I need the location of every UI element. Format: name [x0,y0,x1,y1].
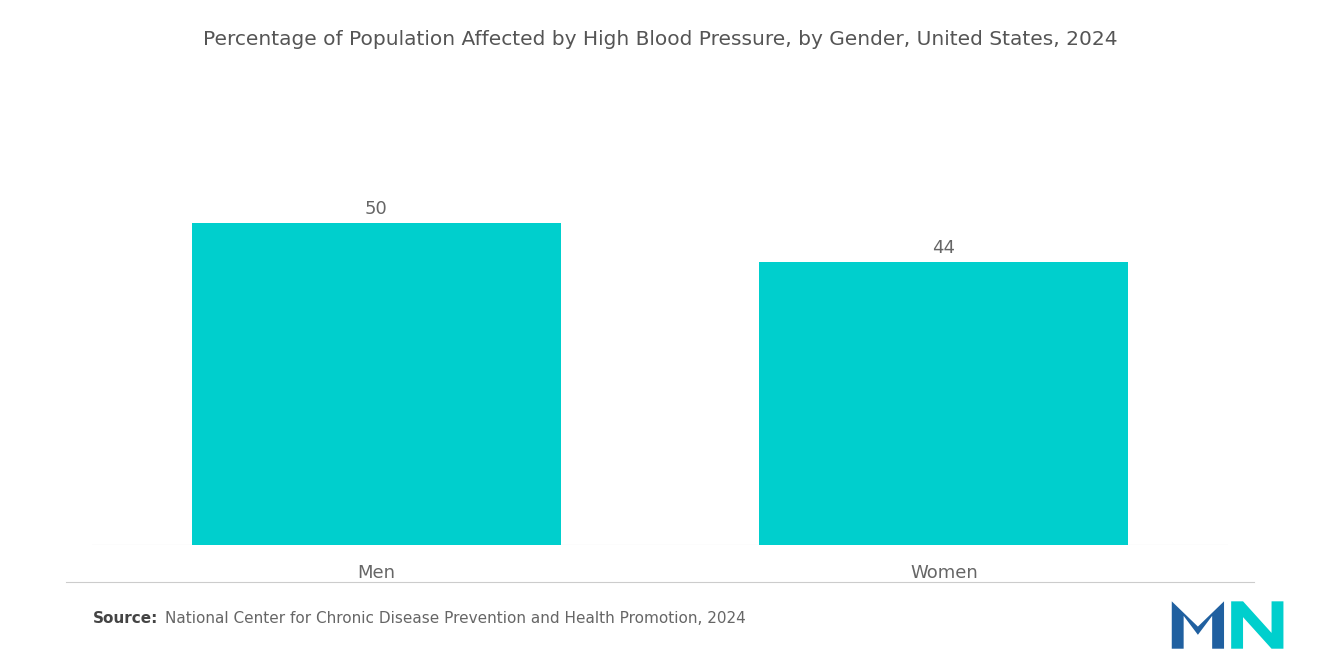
Text: Percentage of Population Affected by High Blood Pressure, by Gender, United Stat: Percentage of Population Affected by Hig… [203,30,1117,49]
Bar [191,223,561,545]
Polygon shape [1232,601,1283,649]
Polygon shape [1172,601,1224,649]
Text: 50: 50 [364,200,388,218]
Text: National Center for Chronic Disease Prevention and Health Promotion, 2024: National Center for Chronic Disease Prev… [165,611,746,626]
Text: Source:: Source: [92,611,158,626]
Bar [759,262,1129,545]
Text: 44: 44 [932,239,956,257]
